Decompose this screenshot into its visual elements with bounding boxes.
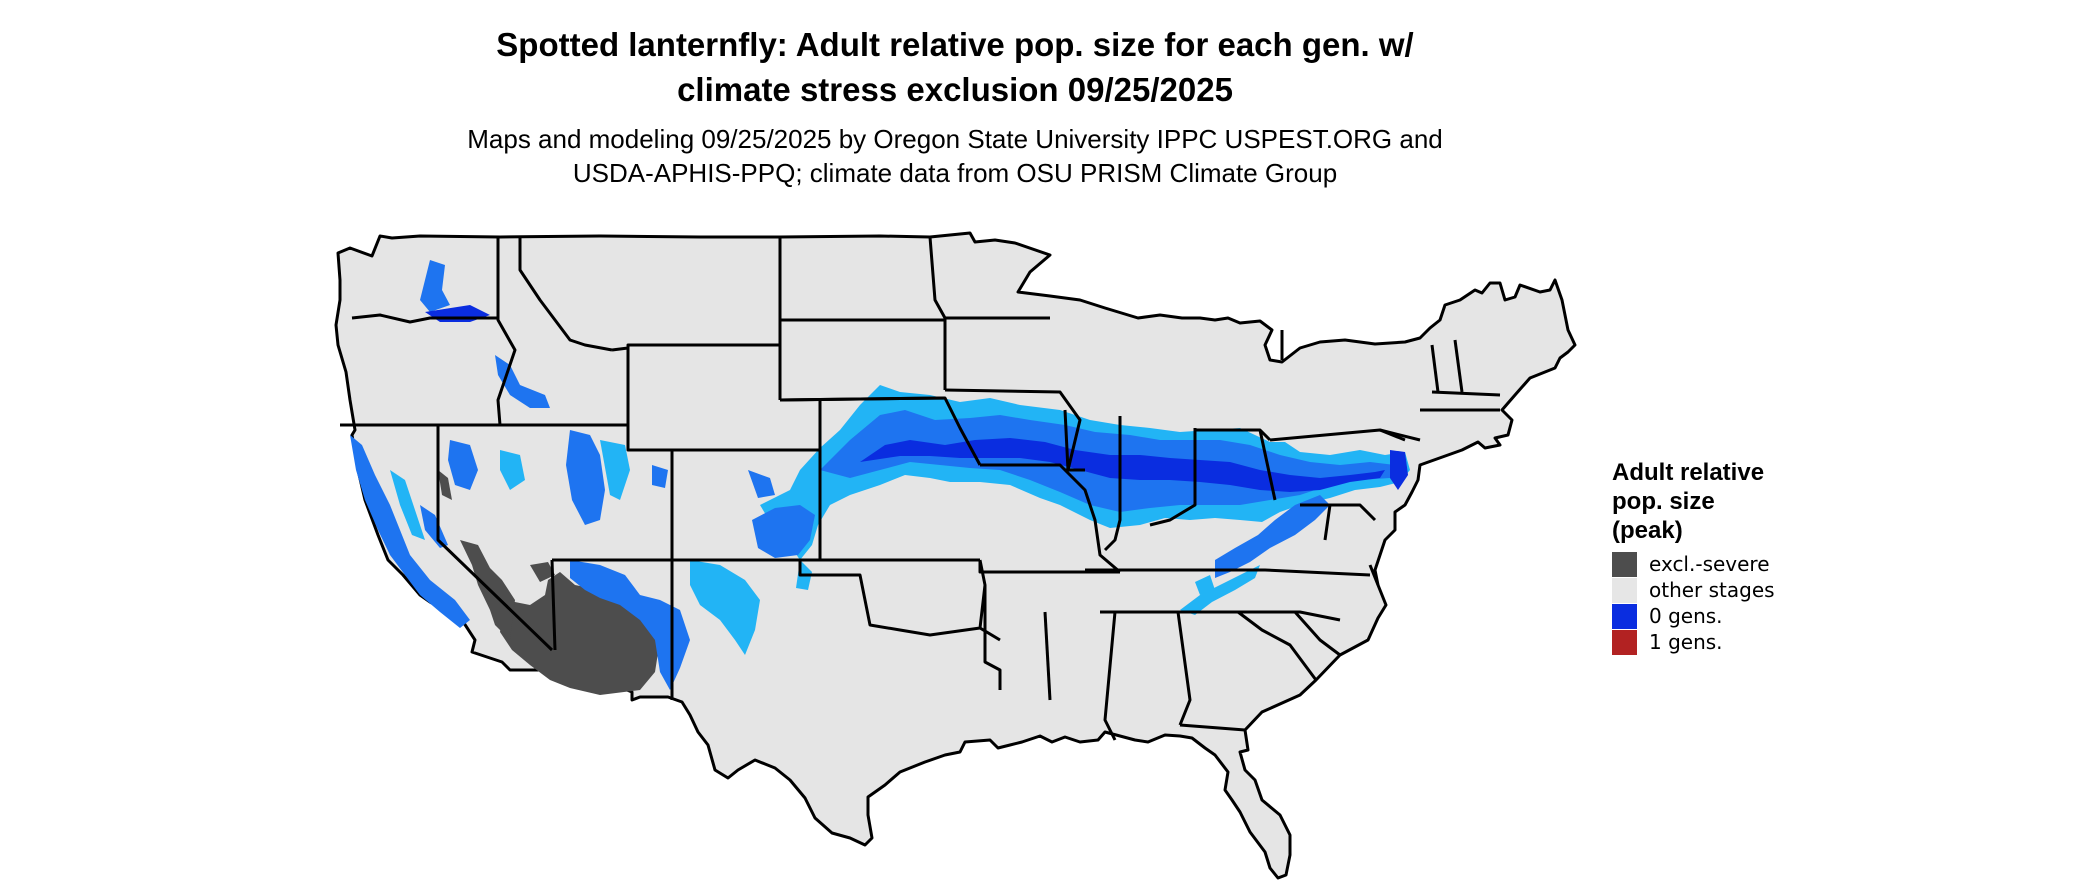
- zero-gen-regions: [350, 260, 1410, 690]
- us-map: [334, 231, 1577, 880]
- legend-swatch: [1612, 629, 1637, 655]
- title-line-1: Spotted lanternfly: Adult relative pop. …: [496, 26, 1414, 63]
- legend-item-other-stages: other stages: [1612, 577, 1872, 603]
- legend: Adult relative pop. size (peak) excl.-se…: [1612, 458, 1872, 655]
- legend-label: 1 gens.: [1649, 630, 1723, 654]
- legend-item-0-gens: 0 gens.: [1612, 603, 1872, 629]
- legend-label: other stages: [1649, 578, 1775, 602]
- legend-title: Adult relative pop. size (peak): [1612, 458, 1812, 545]
- us-outline: [334, 231, 1577, 880]
- legend-swatch: [1612, 577, 1637, 603]
- legend-label: 0 gens.: [1649, 604, 1723, 628]
- legend-title-line-1: Adult relative: [1612, 459, 1765, 486]
- legend-swatch: [1612, 603, 1637, 629]
- subtitle-line-2: USDA-APHIS-PPQ; climate data from OSU PR…: [572, 158, 1338, 188]
- title-line-2: climate stress exclusion 09/25/2025: [677, 71, 1233, 108]
- map-title: Spotted lanternfly: Adult relative pop. …: [0, 22, 1910, 112]
- legend-swatch: [1612, 551, 1637, 577]
- legend-item-excl-severe: excl.-severe: [1612, 551, 1872, 577]
- legend-item-1-gens: 1 gens.: [1612, 629, 1872, 655]
- state-borders: [340, 236, 1501, 741]
- map-subtitle: Maps and modeling 09/25/2025 by Oregon S…: [0, 122, 1910, 190]
- legend-title-line-3: (peak): [1612, 517, 1683, 544]
- subtitle-line-1: Maps and modeling 09/25/2025 by Oregon S…: [467, 124, 1443, 154]
- legend-title-line-2: pop. size: [1612, 488, 1715, 515]
- legend-label: excl.-severe: [1649, 552, 1770, 576]
